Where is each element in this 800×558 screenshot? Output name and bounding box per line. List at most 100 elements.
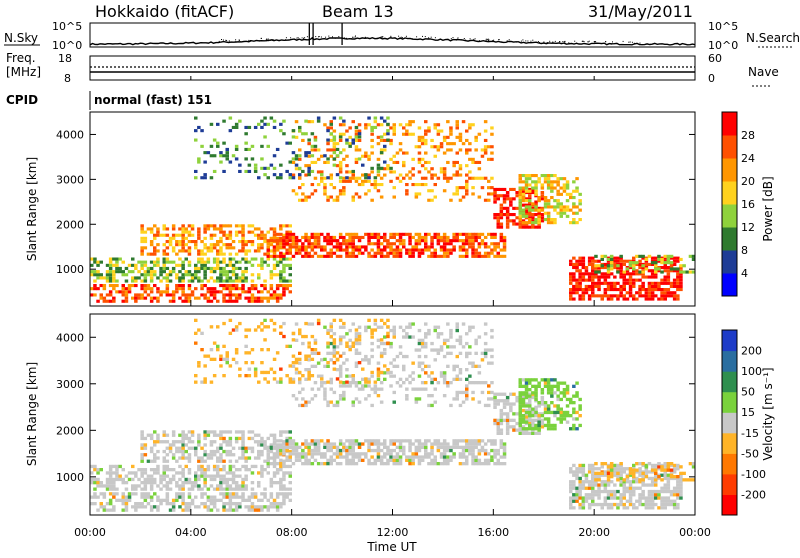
power-cell	[689, 271, 693, 274]
velocity-cell	[197, 468, 201, 471]
power-cell	[588, 257, 592, 260]
velocity-cell	[374, 462, 378, 465]
velocity-cell	[358, 459, 362, 462]
velocity-cell	[194, 332, 198, 335]
velocity-cell	[352, 439, 356, 442]
power-cell	[197, 258, 201, 261]
power-cell	[188, 261, 192, 264]
velocity-cell	[317, 439, 321, 442]
power-cell	[358, 123, 362, 126]
velocity-cell	[377, 345, 381, 348]
velocity-cell	[219, 468, 223, 471]
freq-left-tick-top: 18	[58, 52, 72, 65]
power-cell	[197, 276, 201, 279]
power-cell	[582, 294, 586, 297]
velocity-cell	[619, 462, 623, 465]
power-cell	[604, 282, 608, 285]
power-cell	[531, 191, 535, 194]
velocity-cell	[342, 326, 346, 329]
velocity-cell	[226, 355, 230, 358]
power-cell	[462, 142, 466, 145]
noise-search-point	[250, 40, 251, 41]
power-cell	[531, 213, 535, 216]
noise-search-point	[221, 39, 222, 40]
velocity-cell	[651, 506, 655, 509]
velocity-cell	[326, 439, 330, 442]
power-cell	[279, 270, 283, 273]
power-cell	[418, 136, 422, 139]
power-cell	[229, 297, 233, 300]
velocity-cell	[522, 398, 526, 401]
power-cell	[370, 199, 374, 202]
power-cell	[484, 120, 488, 123]
power-cell	[468, 236, 472, 239]
velocity-cell	[125, 505, 129, 508]
velocity-cell	[276, 446, 280, 449]
velocity-cell	[260, 509, 264, 512]
velocity-cell	[449, 455, 453, 458]
noise-search-point	[582, 41, 583, 42]
velocity-cell	[547, 424, 551, 427]
velocity-cell	[156, 440, 160, 443]
velocity-cell	[597, 472, 601, 475]
velocity-cell	[660, 496, 664, 499]
velocity-cell	[222, 345, 226, 348]
power-cell	[471, 123, 475, 126]
power-cell	[147, 293, 151, 296]
power-cell	[257, 123, 261, 126]
power-cell	[610, 298, 614, 301]
power-cell	[424, 133, 428, 136]
power-cell	[229, 300, 233, 303]
power-cell	[273, 273, 277, 276]
power-cell	[352, 142, 356, 145]
power-cell	[355, 161, 359, 164]
velocity-cell	[314, 446, 318, 449]
power-cell	[175, 253, 179, 256]
power-cell	[462, 120, 466, 123]
power-cell	[194, 297, 198, 300]
power-cell	[380, 151, 384, 154]
velocity-cell	[399, 446, 403, 449]
power-cell	[292, 135, 296, 138]
velocity-cell	[317, 452, 321, 455]
power-cell	[150, 227, 154, 230]
velocity-cell	[197, 361, 201, 364]
velocity-cell	[216, 484, 220, 487]
power-cell	[405, 174, 409, 177]
power-cell	[355, 233, 359, 236]
power-cell	[118, 267, 122, 270]
power-cell	[607, 271, 611, 274]
velocity-cell	[197, 364, 201, 367]
power-cell	[648, 255, 652, 258]
freq-label-line1: Freq.	[6, 51, 36, 65]
velocity-cell	[251, 488, 255, 491]
power-cell	[144, 297, 148, 300]
power-cell	[273, 236, 277, 239]
power-cell	[607, 282, 611, 285]
power-cell	[597, 271, 601, 274]
velocity-cell	[468, 375, 472, 378]
power-cell	[276, 233, 280, 236]
velocity-cell	[147, 478, 151, 481]
power-cell	[241, 270, 245, 273]
power-cell	[301, 183, 305, 186]
velocity-cell	[131, 484, 135, 487]
velocity-cell	[194, 481, 198, 484]
velocity-cell	[468, 442, 472, 445]
velocity-cell	[311, 439, 315, 442]
power-cell	[522, 174, 526, 177]
velocity-cell	[342, 335, 346, 338]
velocity-cell	[254, 434, 258, 437]
power-cell	[229, 231, 233, 234]
power-cell	[342, 177, 346, 180]
velocity-cell	[194, 447, 198, 450]
velocity-cell	[673, 467, 677, 470]
power-cell	[348, 126, 352, 129]
power-cell	[641, 288, 645, 291]
velocity-cell	[307, 401, 311, 404]
velocity-cell	[244, 447, 248, 450]
power-cell	[292, 239, 296, 242]
velocity-cell	[370, 404, 374, 407]
velocity-cell	[226, 450, 230, 453]
power-cell	[339, 242, 343, 245]
